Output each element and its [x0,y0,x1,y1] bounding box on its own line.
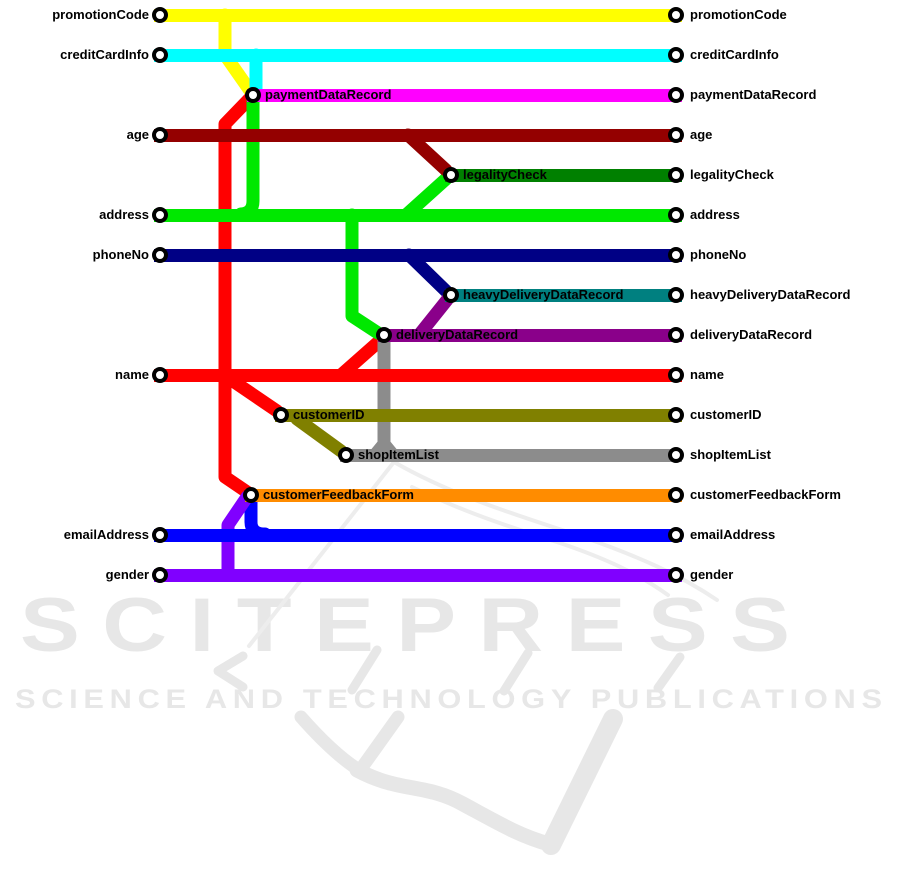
right-label-legalityCheck: legalityCheck [690,167,774,182]
station-end-icon-customerFeedbackForm [668,487,684,503]
right-label-address: address [690,207,740,222]
line-creditCardInfo [154,48,682,62]
watermark-subtitle: SCIENCE AND TECHNOLOGY PUBLICATIONS [15,684,888,714]
left-label-gender: gender [105,567,149,582]
line-customerID [275,408,682,422]
right-label-emailAddress: emailAddress [690,527,776,542]
line-legalityCheck [445,168,682,182]
online-label-legalityCheck: legalityCheck [463,167,547,182]
line-heavyDeliveryDataRecord [445,288,682,302]
station-start-icon-promotionCode [152,7,168,23]
online-label-heavyDeliveryDataRecord: heavyDeliveryDataRecord [463,287,624,302]
station-start-icon-customerFeedbackForm [243,487,259,503]
station-start-icon-address [152,207,168,223]
right-label-promotionCode: promotionCode [690,7,787,22]
station-end-icon-name [668,367,684,383]
right-label-customerID: customerID [690,407,762,422]
line-address [154,208,682,222]
station-start-icon-name [152,367,168,383]
left-label-creditCardInfo: creditCardInfo [60,47,149,62]
left-label-promotionCode: promotionCode [52,7,149,22]
right-label-name: name [690,367,724,382]
station-start-icon-heavyDeliveryDataRecord [443,287,459,303]
connection-name-to-customerFeedbackForm [218,368,257,501]
online-label-customerID: customerID [293,407,365,422]
station-start-icon-shopItemList [338,447,354,463]
station-end-icon-legalityCheck [668,167,684,183]
line-deliveryDataRecord [378,328,682,342]
online-label-paymentDataRecord: paymentDataRecord [265,87,392,102]
station-end-icon-shopItemList [668,447,684,463]
connection-name-to-paymentDataRecord [218,88,260,382]
left-label-address: address [99,207,149,222]
left-label-phoneNo: phoneNo [92,247,149,262]
station-start-icon-creditCardInfo [152,47,168,63]
right-label-heavyDeliveryDataRecord: heavyDeliveryDataRecord [690,287,851,302]
right-label-deliveryDataRecord: deliveryDataRecord [690,327,813,342]
line-gender [154,568,682,582]
station-end-icon-creditCardInfo [668,47,684,63]
station-start-icon-deliveryDataRecord [376,327,392,343]
line-emailAddress [154,528,682,542]
station-end-icon-promotionCode [668,7,684,23]
line-name [154,368,682,382]
station-start-icon-phoneNo [152,247,168,263]
right-label-phoneNo: phoneNo [690,247,747,262]
line-phoneNo [154,248,682,262]
left-label-emailAddress: emailAddress [63,527,149,542]
left-label-name: name [115,367,149,382]
line-age [154,128,682,142]
station-end-icon-gender [668,567,684,583]
line-customerFeedbackForm [245,488,682,502]
connection-gender-to-customerFeedbackForm [221,490,254,581]
station-end-icon-customerID [668,407,684,423]
online-label-shopItemList: shopItemList [358,447,439,462]
station-end-icon-age [668,127,684,143]
right-label-shopItemList: shopItemList [690,447,771,462]
right-label-creditCardInfo: creditCardInfo [690,47,779,62]
right-label-paymentDataRecord: paymentDataRecord [690,87,817,102]
station-end-icon-paymentDataRecord [668,87,684,103]
station-end-icon-heavyDeliveryDataRecord [668,287,684,303]
station-end-icon-address [668,207,684,223]
station-end-icon-deliveryDataRecord [668,327,684,343]
station-start-icon-legalityCheck [443,167,459,183]
station-start-icon-customerID [273,407,289,423]
connection-name-to-customerID [223,372,284,418]
watermark-title: SCITEPRESS [20,583,813,668]
station-start-icon-emailAddress [152,527,168,543]
online-label-deliveryDataRecord: deliveryDataRecord [396,327,519,342]
right-label-age: age [690,127,713,142]
station-start-icon-gender [152,567,168,583]
station-start-icon-paymentDataRecord [245,87,261,103]
connection-customerID-to-shopItemList [290,412,348,458]
station-end-icon-emailAddress [668,527,684,543]
station-end-icon-phoneNo [668,247,684,263]
line-promotionCode [154,8,682,22]
online-label-customerFeedbackForm: customerFeedbackForm [263,487,414,502]
right-label-gender: gender [690,567,734,582]
right-label-customerFeedbackForm: customerFeedbackForm [690,487,841,502]
line-shopItemList [340,448,682,462]
line-paymentDataRecord [247,88,682,102]
station-start-icon-age [152,127,168,143]
left-label-age: age [126,127,149,142]
